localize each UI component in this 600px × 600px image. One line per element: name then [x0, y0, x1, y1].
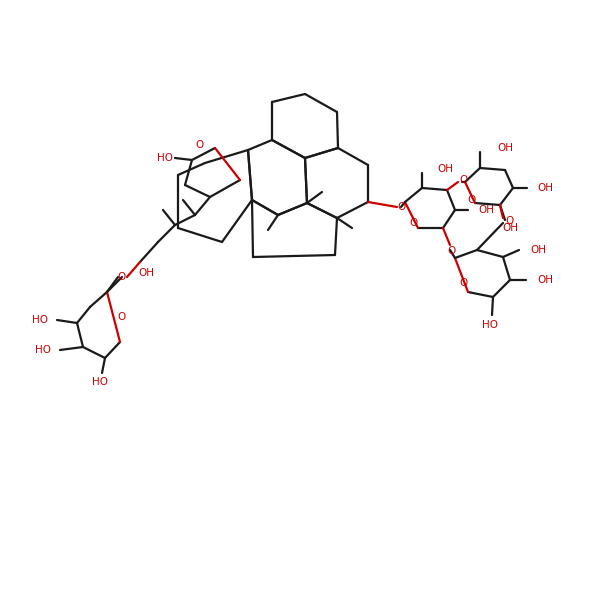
Text: O: O: [448, 246, 456, 256]
Text: O: O: [398, 202, 406, 212]
Text: OH: OH: [530, 245, 546, 255]
Text: OH: OH: [497, 143, 513, 153]
Text: HO: HO: [35, 345, 51, 355]
Text: HO: HO: [32, 315, 48, 325]
Text: OH: OH: [537, 275, 553, 285]
Text: O: O: [118, 272, 126, 282]
Text: O: O: [117, 312, 125, 322]
Text: OH: OH: [502, 223, 518, 233]
Text: OH: OH: [138, 268, 154, 278]
Text: O: O: [196, 140, 204, 150]
Text: OH: OH: [478, 205, 494, 215]
Text: O: O: [459, 278, 467, 288]
Text: O: O: [468, 195, 476, 205]
Text: O: O: [409, 218, 417, 228]
Text: OH: OH: [437, 164, 453, 174]
Text: O: O: [505, 216, 513, 226]
Text: HO: HO: [92, 377, 108, 387]
Text: HO: HO: [157, 153, 173, 163]
Text: OH: OH: [537, 183, 553, 193]
Text: O: O: [459, 175, 467, 185]
Text: HO: HO: [482, 320, 498, 330]
